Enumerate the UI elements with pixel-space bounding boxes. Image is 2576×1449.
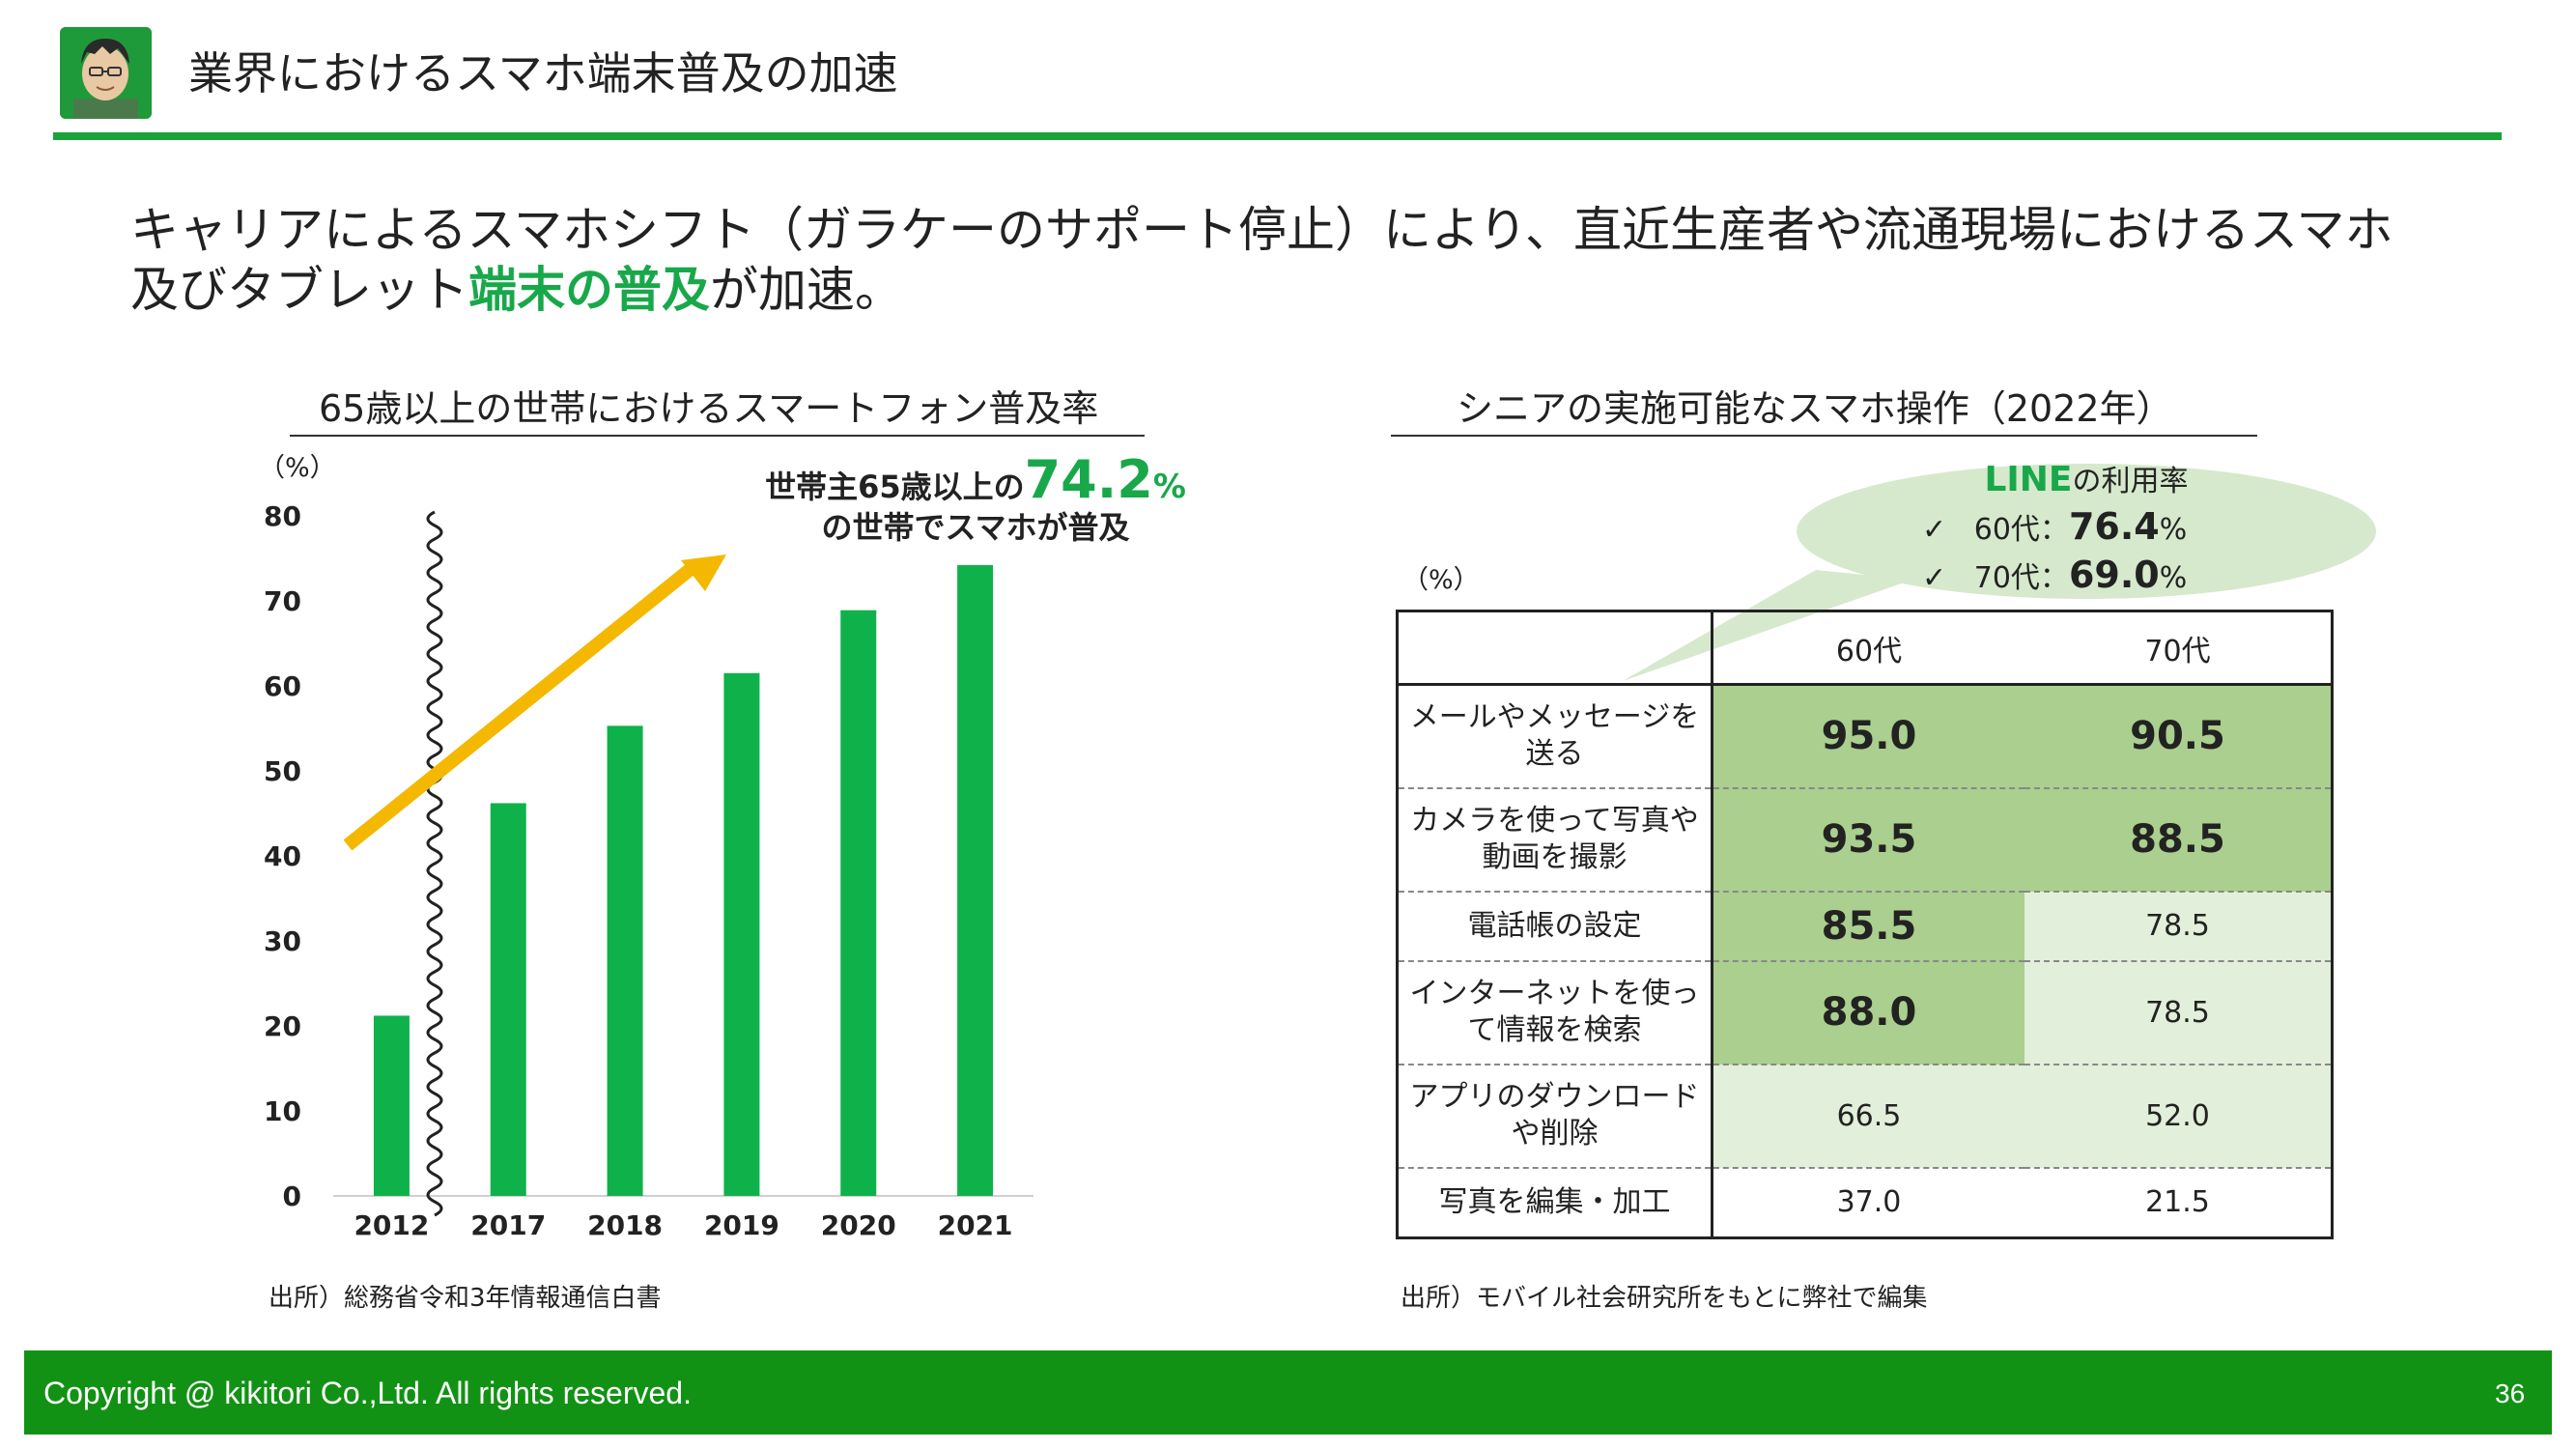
lead-text-line-1: キャリアによるスマホシフト（ガラケーのサポート停止）により、直近生産者や流通現場… [130,202,2393,258]
cell-70s: 78.5 [2024,960,2333,1065]
cell-70s: 90.5 [2024,684,2333,789]
lead-text-suffix: が加速。 [710,262,903,318]
table-row: インターネットを使って情報を検索 88.0 78.5 [1397,960,2333,1065]
avatar-icon [60,27,152,119]
row-label: 写真を編集・加工 [1397,1167,1713,1238]
y-tick-label: 50 [264,755,301,787]
chart-title-underline [290,435,1145,437]
x-tick-label: 2012 [354,1209,429,1241]
line-usage-60s: ✓ 60代：76.4% [1922,504,2289,553]
table-header-row: 60代 70代 [1397,611,2333,686]
row-label-text: アプリのダウンロードや削除 [1409,1080,1700,1151]
column-header-60s: 60代 [1712,611,2024,686]
cell-60s: 88.0 [1712,960,2024,1065]
bar-2018 [607,725,643,1196]
cell-60s: 66.5 [1712,1064,2024,1169]
senior-operations-table: 60代 70代 メールやメッセージを送る 95.0 90.5 カメラを使って写真… [1396,610,2334,1239]
x-tick-label: 2017 [470,1209,546,1241]
cell-60s: 93.5 [1712,787,2024,893]
row-label: メールやメッセージを送る [1397,684,1713,789]
bar-2020 [840,610,877,1196]
page-number: 36 [2495,1378,2526,1408]
bar-2012 [373,1015,410,1196]
chart-title: 65歳以上の世帯におけるスマートフォン普及率 [319,387,1099,430]
row-label-text: カメラを使って写真や動画を撮影 [1410,804,1699,874]
cell-60s: 37.0 [1836,1185,1902,1220]
line-usage-70s-pct: % [2159,561,2188,595]
lead-text-prefix: 及びタブレット [130,262,468,318]
line-label: LINE [1984,460,2073,499]
cell-70s: 78.5 [2024,891,2333,962]
bar-2019 [723,672,760,1196]
trend-arrow-head [681,554,726,591]
callout-line-2: の世帯でスマホが普及 [821,509,1130,546]
smartphone-adoption-chart: 0 10 20 30 40 50 60 70 80 2012 2017 2018 2019 2020 202… [264,500,1033,1241]
check-icon: ✓ [1922,513,1947,547]
row-label: 電話帳の設定 [1397,891,1713,962]
y-tick-label: 70 [264,585,301,617]
column-header-70s: 70代 [2024,611,2333,686]
callout-pct: % [1152,468,1186,506]
table-row: メールやメッセージを送る 95.0 90.5 [1397,684,2333,789]
line-usage-60s-pct: % [2159,513,2188,547]
line-usage-70s: ✓ 70代：69.0% [1922,553,2289,601]
check-icon: ✓ [1922,561,1947,595]
table-row: 写真を編集・加工 37.0 21.5 [1397,1167,2333,1238]
callout-line-1: 世帯主65歳以上の74.2% [734,454,1217,513]
table-source: 出所）モバイル社会研究所をもとに弊社で編集 [1401,1284,1928,1313]
line-usage-title: LINEの利用率 [1883,458,2289,504]
company-logo [60,27,152,119]
axis-break-line [426,510,443,1217]
table-row: 電話帳の設定 85.5 78.5 [1397,891,2333,962]
x-tick-label: 2018 [587,1209,663,1241]
lead-text-line-2: 及びタブレット端末の普及が加速。 [130,251,903,321]
line-usage-60s-value: 76.4 [2068,505,2160,548]
y-tick-label: 20 [264,1010,301,1042]
bar-2017 [490,803,526,1196]
line-usage-title-rest: の利用率 [2072,465,2189,498]
chart-unit-label: （%） [259,453,336,483]
y-tick-label: 80 [264,500,301,532]
bar-2021 [957,565,994,1196]
line-usage-70s-label: 70代： [1973,561,2069,595]
cell-70s: 52.0 [2024,1064,2333,1169]
cell-60s: 85.5 [1712,891,2024,962]
cell-60s: 95.0 [1712,684,2024,789]
row-label-text: メールやメッセージを送る [1409,700,1700,772]
table-title-underline [1391,435,2257,437]
line-usage-bubble [1797,464,2376,599]
header-divider [53,132,2502,140]
y-tick-label: 10 [264,1095,301,1127]
trend-arrow-shaft [343,559,700,851]
y-tick-label: 0 [283,1180,301,1212]
table-row: アプリのダウンロードや削除 66.5 52.0 [1397,1064,2333,1169]
table-title: シニアの実施可能なスマホ操作（2022年） [1457,387,2173,430]
line-usage-60s-label: 60代： [1973,513,2069,547]
copyright-text: Copyright @ kikitori Co.,Ltd. All rights… [43,1376,692,1410]
row-label: アプリのダウンロードや削除 [1397,1064,1713,1169]
x-tick-label: 2019 [704,1209,779,1241]
callout-prefix: 世帯主65歳以上の [765,469,1025,505]
line-usage-text: LINEの利用率 ✓ 60代：76.4% ✓ 70代：69.0% [1922,458,2289,601]
y-tick-label: 30 [264,925,301,957]
row-label: インターネットを使って情報を検索 [1397,960,1713,1065]
y-tick-label: 60 [264,670,301,702]
cell-70s: 21.5 [2145,1185,2210,1220]
x-tick-label: 2020 [821,1209,896,1241]
chart-source: 出所）総務省令和3年情報通信白書 [269,1284,662,1313]
row-label-text: インターネットを使って情報を検索 [1409,977,1700,1047]
line-usage-70s-value: 69.0 [2068,554,2160,596]
table-row: カメラを使って写真や動画を撮影 93.5 88.5 [1397,787,2333,893]
footer-bar [24,1350,2552,1435]
table-unit-label: （%） [1402,565,1480,595]
chart-callout: 世帯主65歳以上の74.2% の世帯でスマホが普及 [734,454,1217,554]
row-label: カメラを使って写真や動画を撮影 [1397,787,1713,893]
x-tick-label: 2021 [938,1209,1013,1241]
cell-70s: 88.5 [2024,787,2333,893]
lead-text-highlight: 端末の普及 [468,262,710,318]
y-tick-label: 40 [264,840,301,872]
table-corner-cell [1397,611,1713,686]
page-title: 業界におけるスマホ端末普及の加速 [188,47,898,99]
callout-value: 74.2 [1024,449,1153,510]
